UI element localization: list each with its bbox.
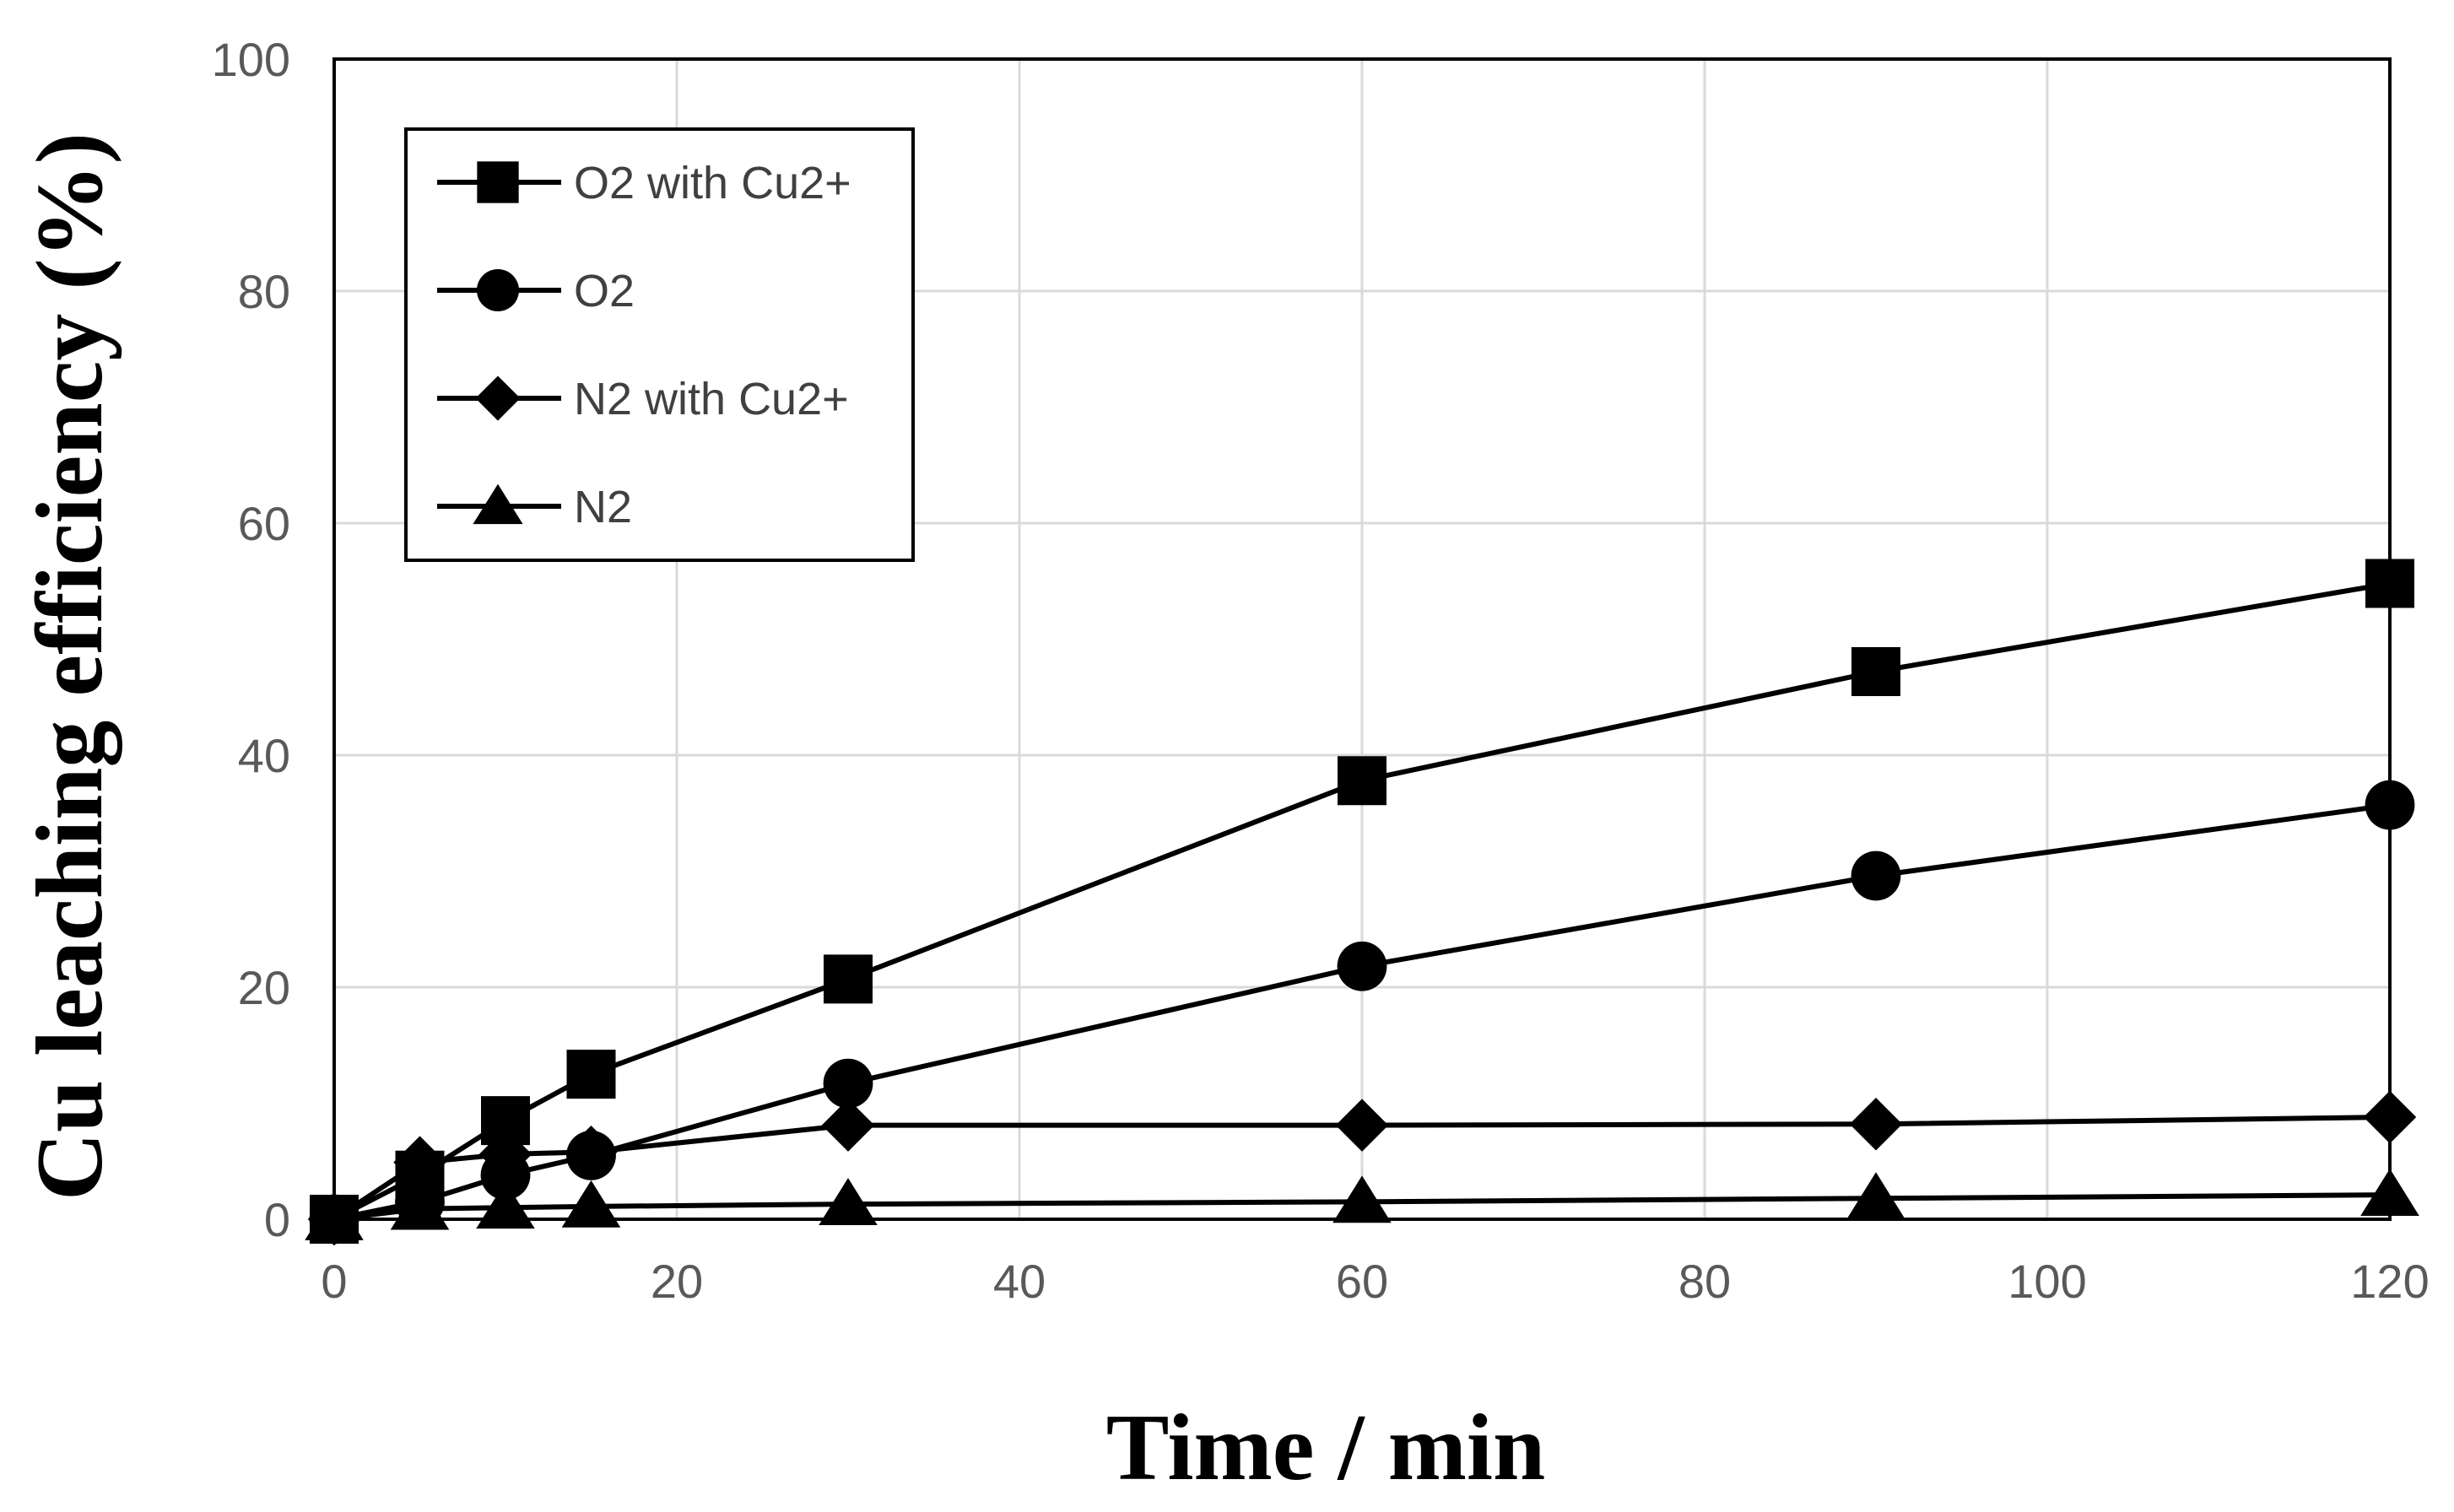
data-point-o2-with-cu2 xyxy=(2365,559,2414,608)
data-point-o2 xyxy=(1851,850,1901,901)
legend-marker-square xyxy=(477,161,519,203)
data-point-n2 xyxy=(305,1192,364,1240)
data-point-o2 xyxy=(1337,941,1387,991)
data-point-n2 xyxy=(1846,1172,1905,1220)
data-point-n2 xyxy=(2360,1169,2419,1216)
y-tick-label: 80 xyxy=(238,265,290,318)
y-tick-label: 100 xyxy=(212,33,290,86)
data-point-n2-with-cu2 xyxy=(1849,1098,1903,1151)
legend-item-o2: O2 xyxy=(437,266,635,316)
data-point-n2-with-cu2 xyxy=(565,1126,618,1179)
x-tick-label: 120 xyxy=(2350,1255,2429,1308)
data-point-n2-with-cu2 xyxy=(2363,1090,2417,1144)
data-point-o2 xyxy=(2365,780,2415,830)
y-tick-label: 0 xyxy=(264,1193,290,1246)
tick-labels: 0 20 40 60 80 100 120 0 20 40 60 80 100 xyxy=(212,33,2430,1308)
legend-label: N2 xyxy=(574,482,632,532)
x-tick-label: 0 xyxy=(321,1255,347,1308)
legend-label: O2 with Cu2+ xyxy=(574,158,851,208)
data-point-n2-with-cu2 xyxy=(1335,1099,1389,1152)
data-point-o2-with-cu2 xyxy=(824,954,873,1004)
data-point-n2 xyxy=(390,1182,450,1230)
y-tick-label: 40 xyxy=(238,729,290,782)
x-tick-label: 60 xyxy=(1336,1255,1388,1308)
x-axis-title: Time / min xyxy=(1106,1396,1546,1500)
y-tick-label: 60 xyxy=(238,497,290,550)
legend-marker-triangle xyxy=(473,483,523,525)
x-tick-label: 20 xyxy=(651,1255,703,1308)
legend-items: O2 with Cu2+ O2 N2 with Cu2+ N2 xyxy=(437,158,851,532)
x-tick-label: 40 xyxy=(993,1255,1046,1308)
y-axis-title: Cu leaching efficiency (%) xyxy=(18,132,122,1201)
data-point-n2-with-cu2 xyxy=(478,1127,532,1181)
data-point-n2 xyxy=(476,1181,535,1229)
legend-item-o2-with-cu2: O2 with Cu2+ xyxy=(437,158,851,208)
data-point-n2-with-cu2 xyxy=(393,1136,446,1189)
legend: O2 with Cu2+ O2 N2 with Cu2+ N2 xyxy=(404,127,915,562)
legend-label: O2 xyxy=(574,266,635,316)
legend-item-n2: N2 xyxy=(437,482,632,532)
x-tick-label: 80 xyxy=(1678,1255,1731,1308)
data-point-o2 xyxy=(823,1058,873,1109)
legend-marker-diamond xyxy=(475,375,521,421)
data-point-o2-with-cu2 xyxy=(566,1050,616,1099)
data-point-o2-with-cu2 xyxy=(1338,756,1386,806)
series-markers xyxy=(305,559,2419,1246)
legend-marker-circle xyxy=(477,269,519,311)
data-point-n2 xyxy=(1332,1175,1392,1223)
legend-label: N2 with Cu2+ xyxy=(574,374,849,424)
data-point-o2-with-cu2 xyxy=(1851,647,1900,696)
legend-item-n2-with-cu2: N2 with Cu2+ xyxy=(437,374,849,424)
x-tick-label: 100 xyxy=(2008,1255,2086,1308)
data-point-n2 xyxy=(561,1180,621,1228)
y-tick-label: 20 xyxy=(238,961,290,1014)
data-point-n2 xyxy=(819,1178,878,1225)
data-point-n2-with-cu2 xyxy=(821,1099,875,1152)
